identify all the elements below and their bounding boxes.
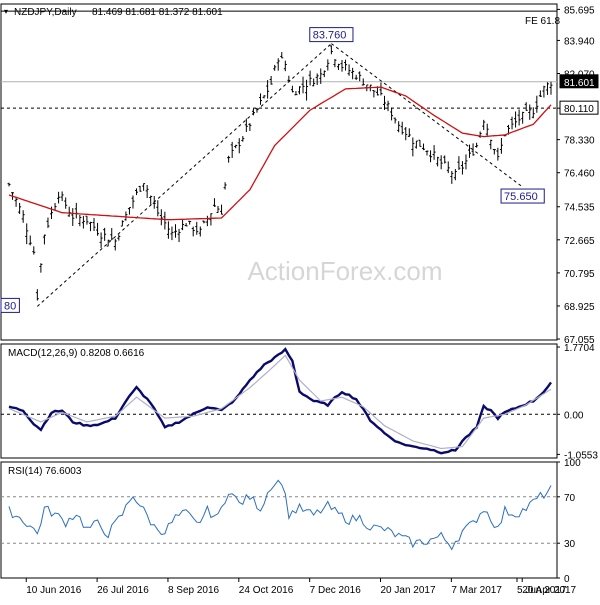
price-y-tick-label: 83.940 xyxy=(564,36,595,47)
rsi-frame xyxy=(0,461,558,579)
x-tick-label: 10 Jun 2016 xyxy=(26,585,81,596)
x-tick-label: 26 Jul 2016 xyxy=(97,585,149,596)
price-y-tick-label: 67.055 xyxy=(564,335,595,346)
current-price-tag-box xyxy=(559,74,599,89)
level-tag-label: 80.110 xyxy=(564,104,594,115)
annotation-box-2 xyxy=(0,297,20,313)
macd-y-tick-label: 0.00 xyxy=(564,410,584,421)
macd-line xyxy=(8,347,552,455)
level-tag-box xyxy=(559,100,599,115)
macd-frame xyxy=(0,343,558,459)
ohlc-values: 81.469 81.681 81.372 81.601 xyxy=(92,7,223,18)
x-tick-label: 7 Dec 2016 xyxy=(310,585,362,596)
price-panel: 83.760 75.650 80 xyxy=(0,10,557,313)
rsi-panel xyxy=(1,479,557,551)
x-tick-label: 20 Apr 2017 xyxy=(522,585,576,596)
annotation-box-0 xyxy=(309,27,354,43)
header-info: ▾ NZDJPY,Daily 81.469 81.681 81.372 81.6… xyxy=(4,7,223,18)
moving-average-line xyxy=(8,86,552,221)
x-tick-label: 20 Jan 2017 xyxy=(381,585,436,596)
rsi-y-tick-label: 100 xyxy=(564,458,581,469)
macd-signal-line xyxy=(8,354,552,450)
annotation-label-0: 83.760 xyxy=(313,30,347,42)
x-tick-label: 24 Oct 2016 xyxy=(239,585,294,596)
trendline-1 xyxy=(331,43,523,188)
x-tick-label: 8 Sep 2016 xyxy=(168,585,220,596)
annotation-box-1 xyxy=(500,188,545,204)
rsi-y-tick-label: 0 xyxy=(564,574,570,585)
price-frame xyxy=(0,3,558,341)
macd-title: MACD(12,26,9) 0.8208 0.6616 xyxy=(8,348,145,359)
rsi-y-tick-label: 30 xyxy=(564,539,576,550)
watermark: ActionForex.com xyxy=(247,256,442,286)
annotation-label-2: 80 xyxy=(4,300,16,312)
rsi-line xyxy=(8,479,552,551)
price-y-tick-label: 74.535 xyxy=(564,203,595,214)
panel-frames xyxy=(0,3,558,579)
current-price-tag-label: 81.601 xyxy=(564,78,595,89)
price-y-tick-label: 78.330 xyxy=(564,136,595,147)
price-y-tick-label: 76.460 xyxy=(564,169,595,180)
rsi-title: RSI(14) 76.6003 xyxy=(8,466,82,477)
price-y-tick-label: 68.925 xyxy=(564,302,595,313)
rsi-y-tick-label: 70 xyxy=(564,493,576,504)
price-y-tick-label: 72.665 xyxy=(564,236,595,247)
x-tick-label: 5 Jun 2017 xyxy=(517,585,567,596)
price-y-tick-label: 70.795 xyxy=(564,269,595,280)
macd-panel xyxy=(1,347,557,455)
symbol-label: NZDJPY,Daily xyxy=(14,7,77,18)
annotation-label-1: 75.650 xyxy=(504,191,538,203)
fe-label: FE 61.8 xyxy=(525,16,560,27)
macd-y-tick-label: 1.7704 xyxy=(564,343,595,354)
axes: 85.69583.94082.07080.11078.33076.46074.5… xyxy=(25,5,599,596)
price-y-tick-label: 85.695 xyxy=(564,5,595,16)
macd-y-tick-label: -1.0553 xyxy=(564,450,598,461)
x-tick-label: 7 Mar 2017 xyxy=(451,585,502,596)
chart-symbol-icon: ▾ xyxy=(4,7,8,16)
